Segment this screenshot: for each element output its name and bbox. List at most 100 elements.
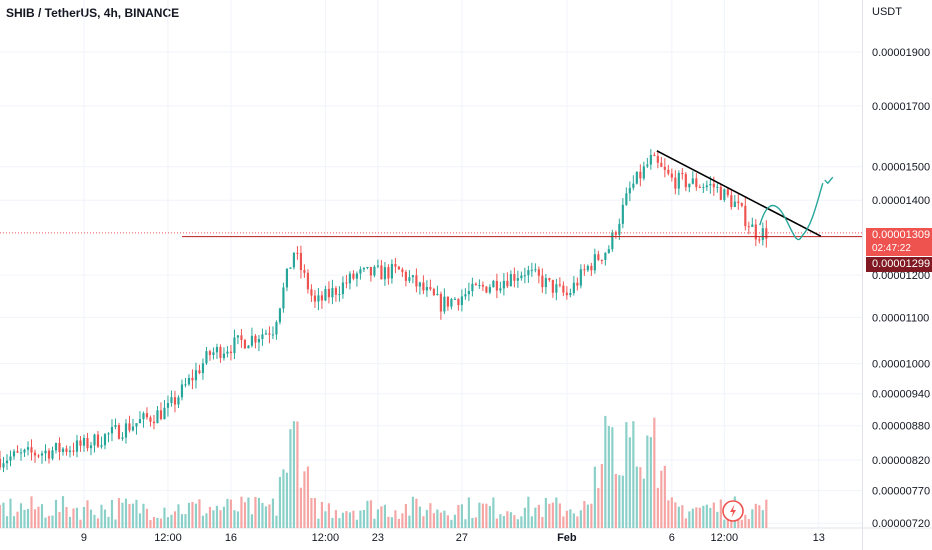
candle <box>142 411 145 428</box>
candle-body <box>509 274 512 287</box>
volume-bar <box>688 511 691 528</box>
price-tick-label: 0.00000720 <box>872 518 930 530</box>
volume-bar <box>401 513 404 528</box>
candle <box>16 445 19 454</box>
candle-body <box>611 232 614 250</box>
candle-body <box>523 275 526 277</box>
candle-body <box>187 377 191 385</box>
candle-body <box>341 282 345 295</box>
volume-bar <box>173 511 177 528</box>
volume-bar <box>443 510 446 528</box>
candle <box>198 364 201 375</box>
candle <box>485 286 488 294</box>
candle <box>705 180 708 191</box>
price-tick-label: 0.00000770 <box>872 486 930 498</box>
candle <box>439 291 442 320</box>
volume-bar <box>131 503 135 528</box>
volume-bar <box>663 465 666 528</box>
candle-body <box>26 447 30 450</box>
candle <box>404 269 407 287</box>
candle-body <box>705 185 708 188</box>
candle <box>681 167 684 180</box>
candle <box>86 432 89 452</box>
candle <box>159 402 163 421</box>
candle-body <box>23 449 26 453</box>
candle <box>128 415 131 433</box>
volume-bar <box>422 516 425 528</box>
volume-bar <box>723 519 726 528</box>
volume-bar <box>89 509 93 528</box>
bar-countdown: 02:47:22 <box>872 243 911 254</box>
candle <box>327 281 331 304</box>
candle <box>534 263 537 273</box>
candle-body <box>502 280 505 289</box>
candle-body <box>264 333 268 335</box>
candle-body <box>590 265 593 271</box>
volume-bar <box>121 502 124 528</box>
volume-bar <box>737 515 740 528</box>
candle <box>429 279 432 291</box>
volume-bar <box>712 502 715 528</box>
candle <box>695 173 698 191</box>
volume-bar <box>751 509 754 528</box>
candle-body <box>464 294 467 297</box>
candle-body <box>117 425 121 439</box>
drawings[interactable] <box>0 150 862 240</box>
tradingview-logo-icon[interactable] <box>722 500 744 522</box>
candle <box>495 273 498 299</box>
candle-body <box>30 447 33 453</box>
volume-bar <box>726 519 729 528</box>
candle <box>737 193 740 210</box>
volume-bar <box>264 506 268 528</box>
volume-bar <box>457 505 460 528</box>
candle <box>236 335 240 345</box>
candle-body <box>89 445 93 449</box>
candle <box>124 419 128 444</box>
candle-body <box>37 455 40 457</box>
volume-bar <box>611 427 614 528</box>
candle-body <box>625 193 628 205</box>
candle <box>12 449 16 460</box>
volume-bar <box>152 517 156 528</box>
volume-bar <box>271 498 275 528</box>
candle <box>565 286 568 300</box>
time-tick-label: 6 <box>669 532 675 544</box>
volume-bar <box>30 496 33 528</box>
candle <box>163 400 166 420</box>
volume-bar <box>135 499 138 528</box>
volume-bar <box>719 499 722 528</box>
volume-bar <box>597 487 600 528</box>
candle-body <box>674 177 677 189</box>
volume-bar <box>191 501 194 528</box>
candle-body <box>72 450 75 452</box>
candle <box>306 269 310 294</box>
candle <box>261 328 264 346</box>
volume-bar <box>390 517 393 528</box>
volume-bar <box>128 503 131 528</box>
volume-bar <box>72 508 75 528</box>
candle-body <box>243 340 247 349</box>
volume-bar <box>208 506 212 528</box>
candle-body <box>614 232 617 235</box>
volume-bar <box>551 502 554 528</box>
candle-body <box>152 421 156 424</box>
candle <box>513 267 516 288</box>
candle-body <box>96 434 100 447</box>
candle-body <box>383 267 386 280</box>
candle <box>698 184 701 189</box>
candle <box>320 291 324 309</box>
candle <box>121 432 124 441</box>
candle-body <box>429 287 432 290</box>
candle <box>380 260 383 280</box>
candle-body <box>0 458 2 468</box>
candle-body <box>576 282 579 286</box>
candle-body <box>44 450 47 454</box>
candle <box>338 286 341 302</box>
candle <box>527 265 530 283</box>
volume-bar <box>16 511 19 528</box>
volume-bar <box>394 510 397 528</box>
candle-body <box>268 333 271 335</box>
candle <box>383 261 386 286</box>
candle <box>341 276 345 299</box>
